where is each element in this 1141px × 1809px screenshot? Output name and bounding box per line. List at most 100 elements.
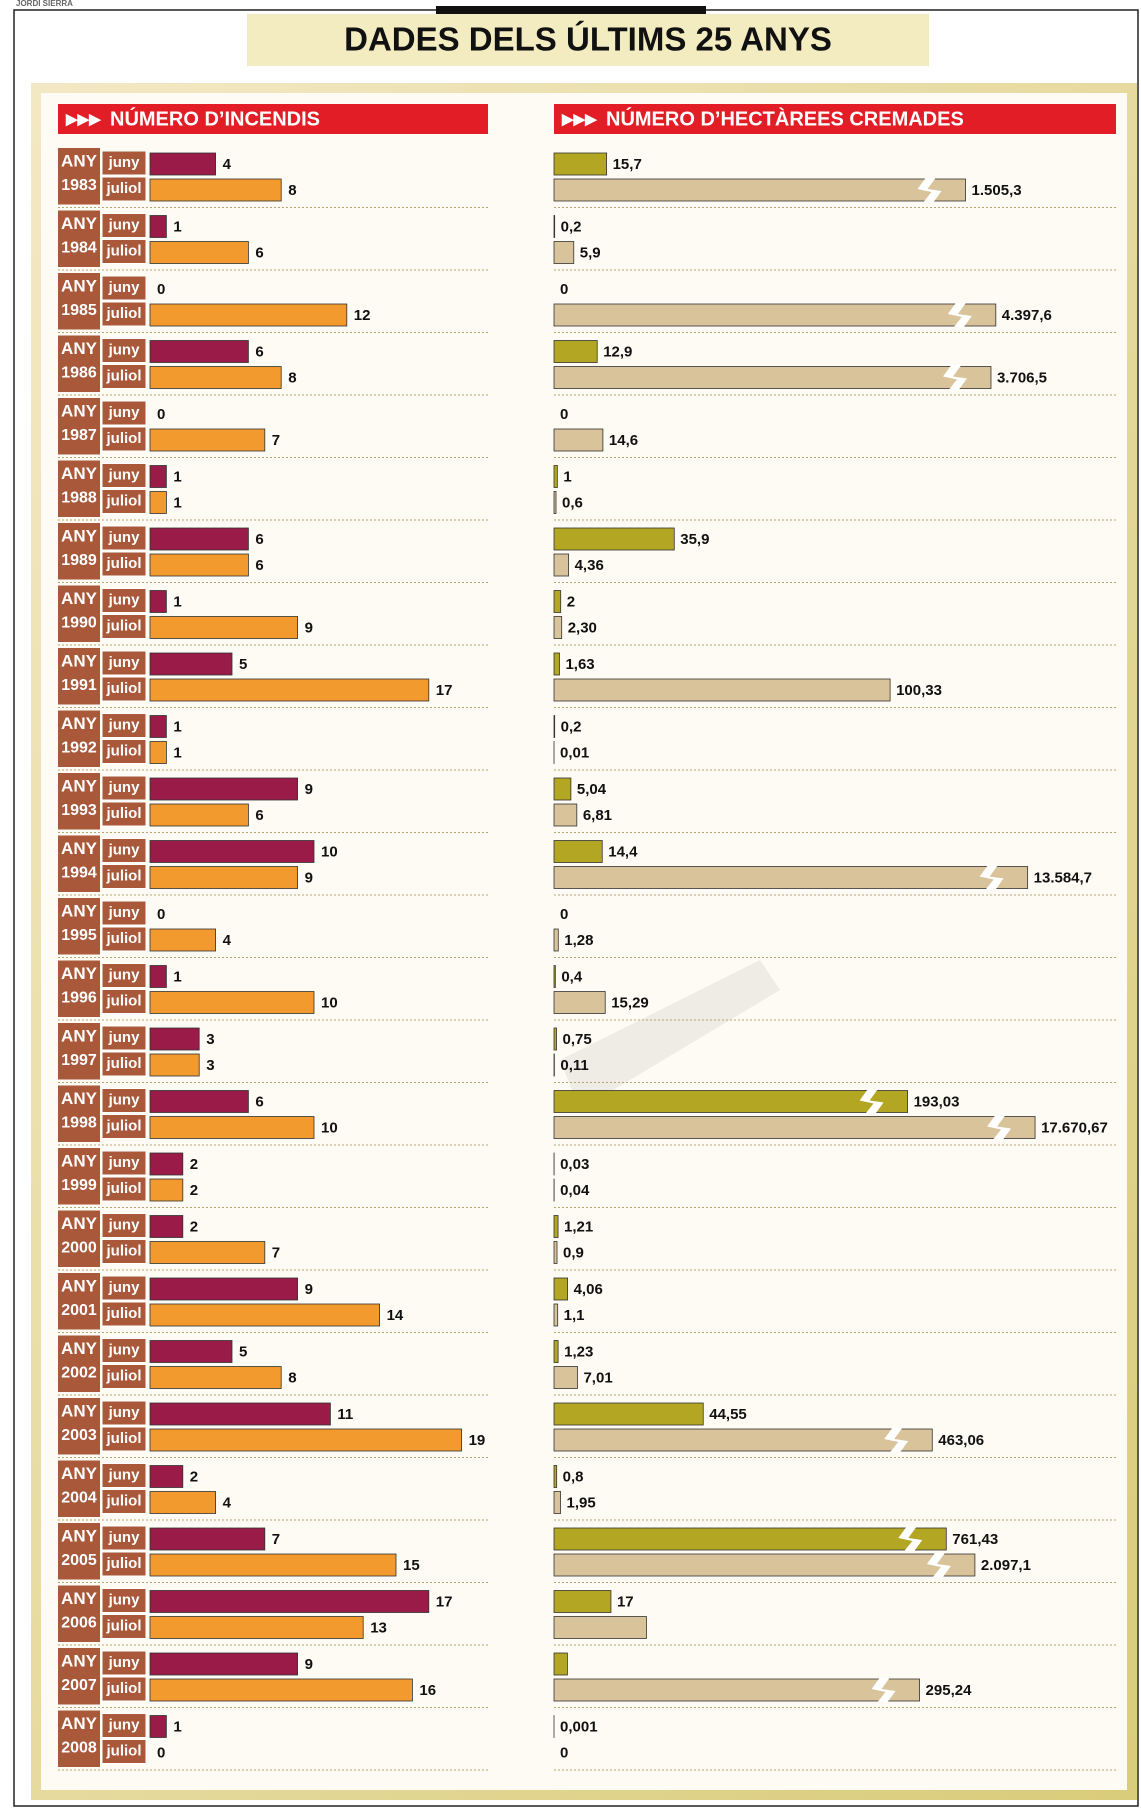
bar (554, 216, 555, 238)
value-label: 9 (305, 619, 313, 636)
month-label: juliol (106, 617, 142, 634)
value-label: 0,6 (562, 494, 583, 511)
bar (150, 1617, 363, 1639)
bar (554, 1117, 1035, 1139)
year-prefix: ANY (61, 1464, 98, 1483)
month-label: juny (108, 591, 140, 608)
month-label: juny (108, 1216, 140, 1233)
bar (150, 1528, 265, 1550)
bar (554, 1341, 558, 1363)
month-label: juliol (106, 680, 142, 697)
year-label: 2005 (61, 1552, 97, 1569)
year-label: 2004 (61, 1490, 97, 1507)
year-label: 1984 (61, 240, 97, 257)
value-label: 6 (255, 531, 263, 548)
value-label: 0,11 (560, 1057, 588, 1074)
year-prefix: ANY (61, 1714, 98, 1733)
bar (150, 1554, 396, 1576)
value-label: 6 (255, 1093, 263, 1110)
bar (150, 1341, 232, 1363)
year-label: 1989 (61, 552, 97, 569)
value-label: 12 (354, 307, 371, 324)
year-prefix: ANY (61, 276, 98, 295)
year-label: 1997 (61, 1052, 97, 1069)
value-label: 9 (305, 1281, 313, 1298)
month-label: juliol (106, 805, 142, 822)
value-label: 6 (255, 557, 263, 574)
bar (554, 1278, 568, 1300)
bar (554, 242, 574, 264)
year-prefix: ANY (61, 1401, 98, 1420)
bar (554, 966, 555, 988)
bar (150, 1716, 166, 1738)
value-label: 9 (305, 869, 313, 886)
value-label: 8 (288, 182, 296, 199)
bar (150, 1679, 412, 1701)
value-label: 0,04 (560, 1182, 590, 1199)
month-label: juny (108, 1591, 140, 1608)
value-label: 1 (173, 718, 181, 735)
bar (150, 1028, 199, 1050)
bar (554, 841, 602, 863)
credit: JORDI SIERRA (16, 0, 73, 8)
year-prefix: ANY (61, 1026, 98, 1045)
value-label: 0,2 (561, 218, 582, 235)
bar (150, 1242, 265, 1264)
year-label: 1996 (61, 990, 97, 1007)
year-label: 1986 (61, 365, 97, 382)
bar (554, 1216, 558, 1238)
value-label: 1,95 (567, 1494, 596, 1511)
year-label: 2003 (61, 1427, 97, 1444)
month-label: juliol (106, 742, 142, 759)
value-label: 12,9 (603, 343, 632, 360)
bar (554, 1528, 946, 1550)
bar (554, 429, 603, 451)
bar (554, 1028, 557, 1050)
bar (150, 1117, 314, 1139)
year-prefix: ANY (61, 401, 98, 420)
value-label: 14,6 (609, 432, 638, 449)
value-label: 0 (157, 406, 165, 423)
month-label: juny (108, 216, 140, 233)
bar (554, 1492, 561, 1514)
bar (150, 778, 298, 800)
value-label: 11 (337, 1406, 353, 1423)
year-label: 1995 (61, 927, 97, 944)
bar (150, 1304, 380, 1326)
bar (554, 1679, 920, 1701)
bar (150, 1591, 429, 1613)
bar (150, 216, 166, 238)
month-label: juliol (106, 305, 142, 322)
value-label: 7 (272, 1244, 280, 1261)
year-label: 1990 (61, 615, 97, 632)
month-label: juny (108, 1154, 140, 1171)
year-prefix: ANY (61, 1339, 98, 1358)
value-label: 1,23 (564, 1343, 593, 1360)
value-label: 5,04 (577, 781, 607, 798)
value-label: 17 (436, 682, 453, 699)
year-label: 1992 (61, 740, 97, 757)
value-label: 4.397,6 (1002, 307, 1052, 324)
year-label: 1987 (61, 427, 97, 444)
year-prefix: ANY (61, 526, 98, 545)
year-prefix: ANY (61, 1089, 98, 1108)
year-prefix: ANY (61, 464, 98, 483)
year-label: 1994 (61, 865, 97, 882)
value-label: 16 (419, 1682, 436, 1699)
value-label: 1 (173, 968, 181, 985)
month-label: juny (108, 904, 140, 921)
value-label: 17 (436, 1593, 453, 1610)
bar (150, 1153, 183, 1175)
bar (554, 1429, 932, 1451)
bar (554, 492, 556, 514)
month-label: juliol (106, 1555, 142, 1572)
value-label: 44,55 (709, 1406, 747, 1423)
bar (554, 992, 605, 1014)
value-label: 15,29 (611, 994, 649, 1011)
bar (150, 304, 347, 326)
value-label: 5 (239, 1343, 247, 1360)
month-label: juliol (106, 867, 142, 884)
value-label: 14,4 (608, 843, 638, 860)
year-label: 2006 (61, 1615, 97, 1632)
month-label: juliol (106, 1180, 142, 1197)
